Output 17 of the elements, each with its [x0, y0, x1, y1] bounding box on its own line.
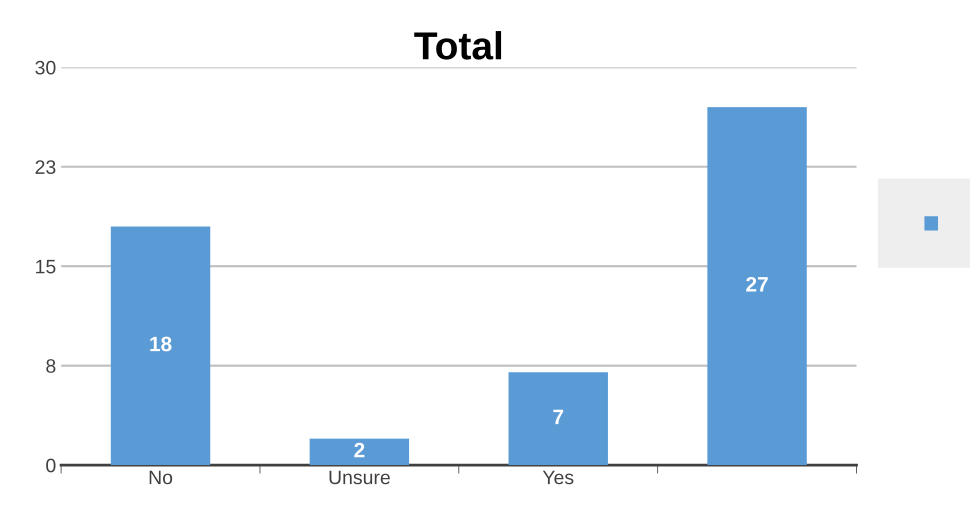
x-tick-label: Yes — [542, 470, 574, 484]
data-label: 2 — [354, 442, 364, 458]
data-label: 7 — [553, 410, 564, 424]
bar — [310, 438, 410, 466]
bar — [707, 107, 807, 466]
x-tick-label: No — [150, 470, 172, 484]
y-tick-label: 30 — [35, 60, 56, 75]
data-label: 18 — [150, 336, 172, 352]
y-tick-label: 23 — [36, 160, 56, 174]
y-tick-label: 15 — [36, 260, 56, 274]
chart-title: Total — [414, 31, 502, 60]
y-tick-label: 8 — [46, 359, 56, 373]
bar — [508, 372, 608, 466]
bar — [110, 226, 210, 466]
x-tick-label: Unsure — [330, 470, 390, 484]
data-label: 27 — [746, 276, 768, 292]
y-tick-label: 0 — [46, 458, 56, 472]
